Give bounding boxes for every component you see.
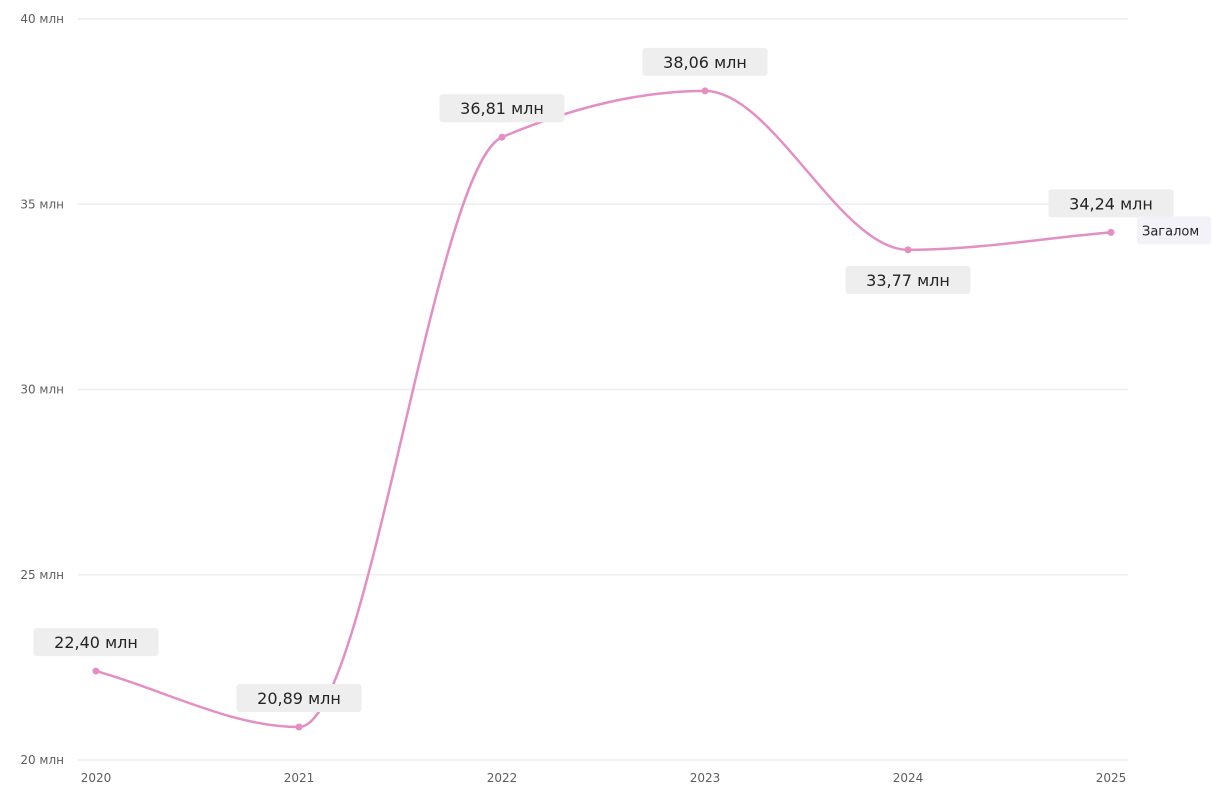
y-tick-label: 20 млн [20,753,64,767]
series-label-background [1137,216,1211,245]
data-label-background [33,628,159,657]
data-label-background [1048,189,1174,218]
data-point[interactable] [295,723,303,731]
data-point[interactable] [1107,228,1115,236]
y-tick-label: 25 млн [20,568,64,582]
series-label-text: Загалом [1142,224,1199,239]
data-point[interactable] [701,87,709,95]
data-point[interactable] [904,246,912,254]
data-label-background [642,47,768,76]
data-labels: 22,40 млн 20,89 млн 36,81 млн 38,06 млн 33,7… [33,47,1211,713]
series-group [92,87,1115,731]
data-label: 20,89 млн [236,684,362,713]
y-tick-label: 40 млн [20,12,64,26]
y-axis: 20 млн 25 млн 30 млн 35 млн 40 млн [20,12,64,767]
series-label: Загалом [1137,216,1211,245]
data-label: 38,06 млн [642,47,768,76]
x-axis: 2020 2021 2022 2023 2024 2025 [81,771,1127,785]
data-label-background [845,265,971,294]
data-label: 33,77 млн [845,265,971,294]
data-label: 36,81 млн [439,94,565,123]
x-tick-label: 2021 [284,771,315,785]
x-tick-label: 2025 [1096,771,1127,785]
series-line [94,89,1113,729]
data-point[interactable] [498,133,506,141]
x-tick-label: 2023 [690,771,721,785]
data-label-text: 33,77 млн [866,271,950,290]
gridlines [78,18,1128,761]
data-label-text: 34,24 млн [1069,194,1153,213]
x-tick-label: 2022 [487,771,518,785]
data-label: 34,24 млн [1048,189,1174,218]
x-tick-label: 2020 [81,771,112,785]
data-label-text: 20,89 млн [257,689,341,708]
data-point[interactable] [92,667,100,675]
data-label-background [439,94,565,123]
y-tick-label: 30 млн [20,383,64,397]
data-label: 22,40 млн [33,628,159,657]
data-label-text: 38,06 млн [663,53,747,72]
data-label-background [236,684,362,713]
data-label-text: 36,81 млн [460,99,544,118]
data-label-text: 22,40 млн [54,633,138,652]
y-tick-label: 35 млн [20,197,64,211]
x-tick-label: 2024 [893,771,924,785]
